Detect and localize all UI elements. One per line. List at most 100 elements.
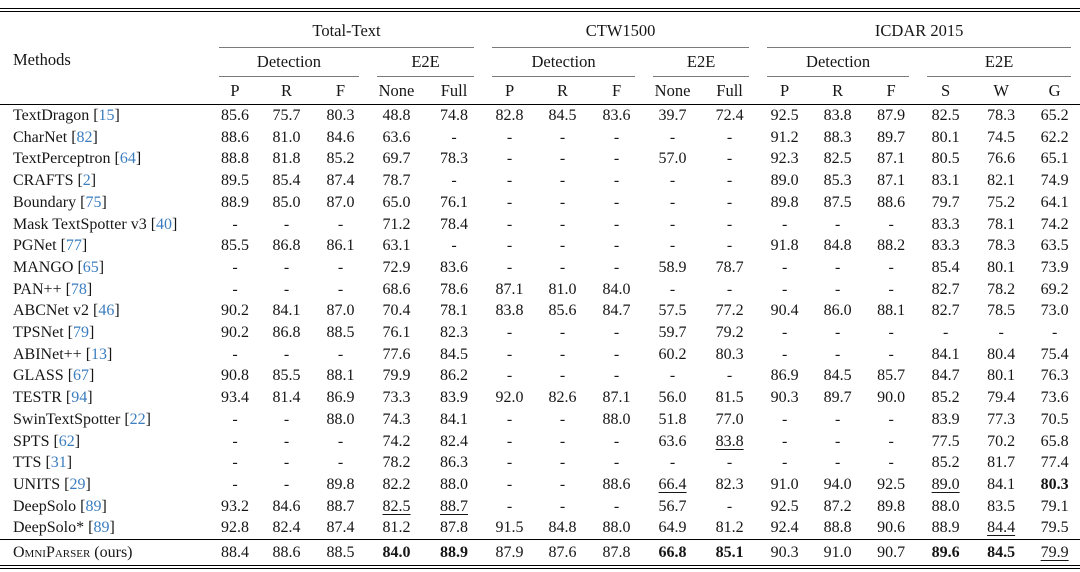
citation-link[interactable]: 22: [129, 410, 146, 428]
citation-link[interactable]: 67: [73, 367, 90, 385]
value-cell: -: [506, 237, 513, 255]
value-cell: -: [726, 497, 733, 515]
value-cell: 71.2: [382, 215, 411, 233]
value-cell: -: [506, 150, 513, 168]
table-row: ABCNet v2 [46] 90.2 84.1 87.0 70.4 78.1 83.8 85…: [0, 300, 1080, 322]
method-name: PGNet [77]: [0, 235, 210, 257]
value-cell: -: [834, 432, 841, 450]
value-cell: 83.9: [440, 389, 469, 407]
method-label: CharNet: [13, 128, 68, 146]
method-name: CharNet [82]: [0, 127, 210, 149]
table-row: OmniParser (ours) 88.4 88.6 88.5 84.0 88.9 87.…: [0, 539, 1080, 566]
table-row: ABINet++ [13] - - - 77.6 84.5 - - - 60.2 80.3 - - - 84…: [0, 344, 1080, 366]
value-cell: 90.7: [864, 539, 919, 566]
table-row: PAN++ [78] - - - 68.6 78.6 87.1 81.0 84.0 - - - - - 82…: [0, 279, 1080, 301]
value-cell: 84.7: [602, 302, 631, 320]
results-table: Methods Total-Text CTW1500 ICDAR 2015 De…: [0, 12, 1080, 566]
value-cell: 83.3: [931, 215, 960, 233]
value-cell: -: [888, 258, 894, 276]
value-cell: 74.2: [382, 432, 411, 450]
value-cell: 78.4: [440, 215, 469, 233]
citation-link[interactable]: 31: [50, 454, 67, 472]
value-cell: -: [613, 454, 620, 472]
value-cell: 81.2: [382, 519, 411, 537]
value-cell: 59.7: [658, 324, 687, 342]
value-cell: 89.8: [326, 475, 355, 493]
citation-link[interactable]: 75: [85, 193, 102, 211]
citation-bracket: [: [67, 128, 77, 146]
value-cell: -: [613, 215, 620, 233]
citation-link[interactable]: 64: [119, 150, 136, 168]
column-key-w: W: [973, 78, 1030, 105]
value-cell: 86.0: [823, 302, 852, 320]
value-cell: 75.7: [272, 107, 301, 124]
value-cell: -: [726, 193, 733, 211]
citation-link[interactable]: 78: [70, 280, 87, 298]
citation-bracket: ]: [109, 519, 115, 537]
citation-link[interactable]: 89: [85, 497, 102, 515]
citation-link[interactable]: 77: [65, 237, 82, 255]
value-cell: 88.6: [877, 193, 906, 211]
citation-link[interactable]: 40: [156, 215, 173, 233]
value-cell: 82.4: [440, 432, 469, 450]
value-cell: 80.4: [987, 345, 1016, 363]
value-cell: -: [232, 475, 238, 493]
value-cell: 77.5: [931, 432, 960, 450]
column-key-full: Full: [701, 78, 759, 105]
value-cell: 65.1: [1040, 150, 1069, 168]
value-cell: -: [506, 258, 513, 276]
cmidrule: [219, 46, 475, 49]
value-cell: -: [232, 215, 238, 233]
citation-link[interactable]: 79: [73, 324, 89, 342]
value-cell: 78.3: [987, 107, 1016, 124]
column-key-p: P: [758, 78, 812, 105]
value-cell: 63.1: [382, 237, 411, 255]
value-cell: 72.9: [382, 258, 411, 276]
citation-link[interactable]: 46: [98, 302, 115, 320]
value-cell: 88.1: [877, 302, 906, 320]
table-row: TextDragon [15] 85.6 75.7 80.3 48.8 74.8 82.8 8…: [0, 105, 1080, 127]
method-name: SwinTextSpotter [22]: [0, 409, 210, 431]
method-label: DeepSolo: [13, 497, 77, 515]
method-label: Mask TextSpotter v3: [13, 215, 147, 233]
value-cell: 83.9: [931, 410, 960, 428]
citation-link[interactable]: 13: [91, 345, 108, 363]
value-cell: 78.3: [440, 150, 469, 168]
value-cell: 78.6: [440, 280, 469, 298]
value-cell: -: [1051, 324, 1058, 342]
table-body: TextDragon [15] 85.6 75.7 80.3 48.8 74.8 82.8 8…: [0, 105, 1080, 566]
value-cell: -: [726, 128, 733, 146]
value-cell: 76.1: [440, 193, 469, 211]
value-cell: 90.0: [877, 389, 906, 407]
citation-link[interactable]: 94: [71, 389, 88, 407]
citation-bracket: ]: [87, 389, 93, 407]
value-cell: -: [726, 150, 733, 168]
citation-link[interactable]: 15: [98, 107, 115, 124]
value-cell: 84.8: [823, 237, 852, 255]
citation-link[interactable]: 65: [82, 258, 99, 276]
value-cell: 88.0: [602, 410, 631, 428]
method-label: CRAFTS: [13, 172, 74, 190]
value-cell: 88.7: [326, 497, 355, 515]
value-cell: 92.5: [770, 497, 799, 515]
value-cell: 48.8: [382, 107, 411, 124]
value-cell: -: [726, 215, 733, 233]
value-cell: 87.9: [877, 107, 906, 124]
value-cell: 77.2: [715, 302, 744, 320]
value-cell: 39.7: [658, 107, 687, 124]
value-cell: 84.1: [931, 345, 960, 363]
method-label: OmniParser: [13, 544, 91, 562]
citation-link[interactable]: 2: [82, 172, 91, 190]
group-header-ctw1500: CTW1500: [585, 20, 656, 40]
value-cell: 90.3: [770, 389, 799, 407]
citation-link[interactable]: 89: [93, 519, 110, 537]
method-label: SPTS: [13, 432, 50, 450]
value-cell: 86.2: [440, 367, 469, 385]
method-name: TextPerceptron [64]: [0, 148, 210, 170]
citation-link[interactable]: 62: [58, 432, 75, 450]
value-cell: 73.3: [382, 389, 411, 407]
value-cell: 88.8: [823, 519, 852, 537]
citation-link[interactable]: 82: [76, 128, 93, 146]
citation-link[interactable]: 29: [69, 475, 86, 493]
column-key-f: F: [589, 78, 645, 105]
